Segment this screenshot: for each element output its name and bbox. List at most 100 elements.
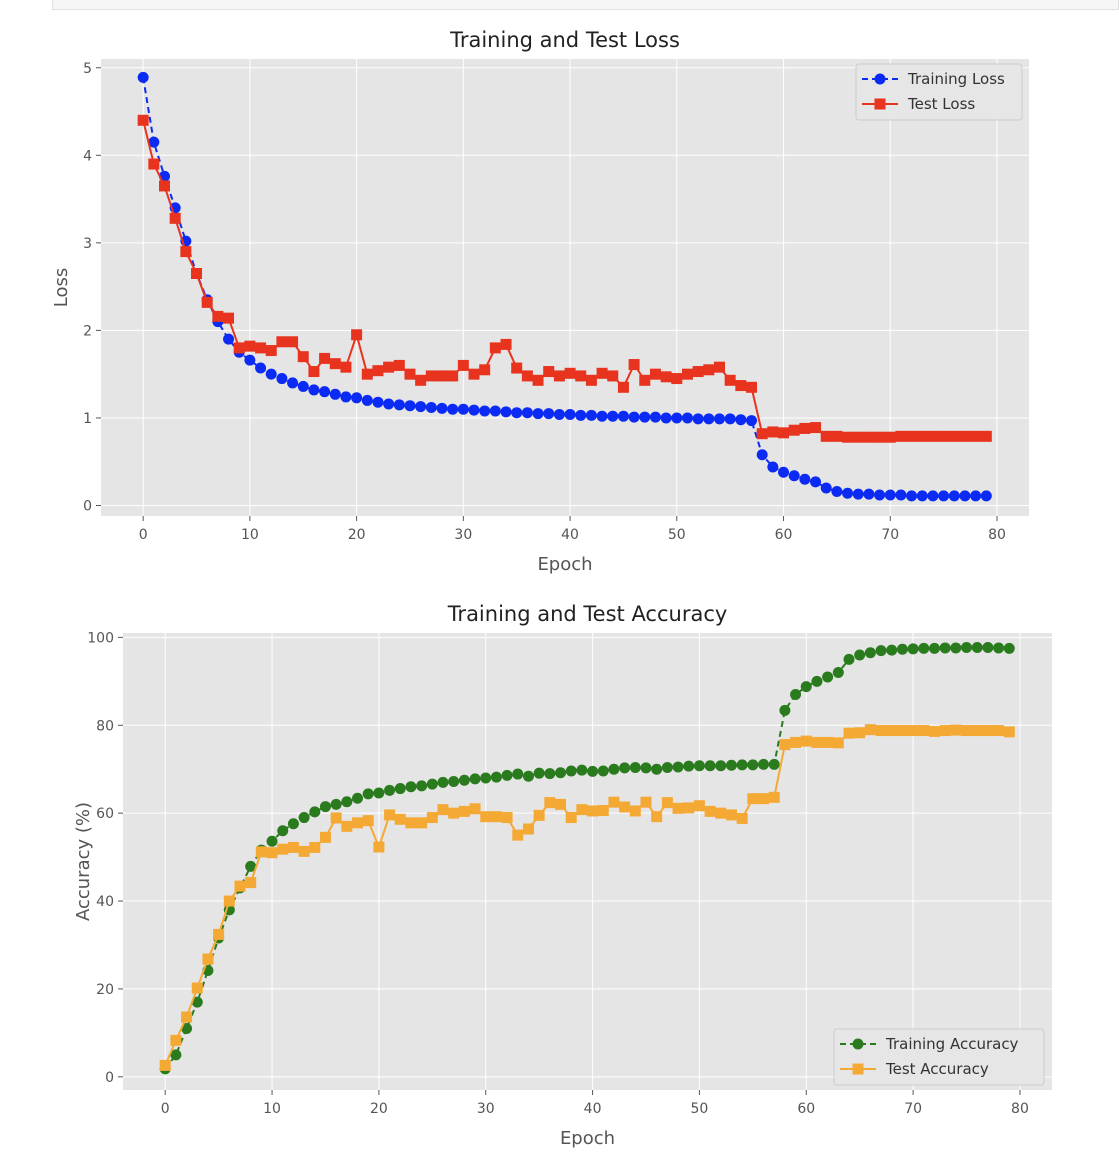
data-point: [319, 386, 331, 398]
data-point: [831, 485, 843, 497]
data-point: [372, 365, 384, 377]
legend: Training Loss Test Loss: [855, 63, 1023, 121]
data-point: [212, 310, 224, 322]
data-point: [266, 847, 278, 859]
data-point: [437, 776, 449, 788]
data-point: [170, 1034, 182, 1046]
data-point: [287, 841, 299, 853]
data-point: [426, 778, 438, 790]
data-point: [201, 296, 213, 308]
data-point: [906, 490, 918, 502]
data-point: [319, 801, 331, 813]
data-point: [993, 725, 1005, 737]
data-point: [628, 411, 640, 423]
data-point: [810, 422, 822, 434]
data-point: [980, 430, 992, 442]
data-point: [436, 370, 448, 382]
data-point: [617, 410, 629, 422]
data-point: [660, 371, 672, 383]
data-point: [736, 812, 748, 824]
data-point: [896, 643, 908, 655]
data-point: [458, 805, 470, 817]
data-point: [383, 361, 395, 373]
data-point: [436, 402, 448, 414]
data-point: [693, 760, 705, 772]
data-point: [971, 725, 983, 737]
data-point: [362, 815, 374, 827]
y-axis-label: Loss: [51, 268, 72, 307]
x-tick-label: 50: [691, 1101, 709, 1117]
data-point: [555, 798, 567, 810]
legend-label: Training Loss: [907, 70, 1005, 88]
data-point: [404, 368, 416, 380]
data-point: [265, 368, 277, 380]
data-point: [875, 645, 887, 657]
data-point: [692, 366, 704, 378]
data-point: [425, 401, 437, 413]
data-point: [457, 403, 469, 415]
data-point: [223, 333, 235, 345]
data-point: [597, 765, 609, 777]
legend-label: Test Loss: [907, 95, 975, 113]
data-point: [425, 370, 437, 382]
data-point: [895, 430, 907, 442]
data-point: [907, 643, 919, 655]
data-point: [831, 430, 843, 442]
data-point: [159, 1059, 171, 1071]
legend-marker: [874, 98, 886, 110]
data-point: [681, 412, 693, 424]
data-point: [181, 1011, 193, 1023]
data-point: [500, 338, 512, 350]
data-point: [532, 374, 544, 386]
data-point: [191, 267, 203, 279]
data-point: [820, 482, 832, 494]
data-point: [661, 761, 673, 773]
y-tick-label: 100: [87, 630, 114, 646]
x-tick-label: 0: [161, 1101, 170, 1117]
data-point: [693, 800, 705, 812]
data-point: [384, 809, 396, 821]
data-point: [661, 797, 673, 809]
data-point: [521, 407, 533, 419]
data-point: [799, 473, 811, 485]
data-point: [778, 427, 790, 439]
data-point: [512, 829, 524, 841]
data-point: [886, 725, 898, 737]
data-point: [724, 413, 736, 425]
data-point: [255, 362, 267, 374]
data-point: [351, 392, 363, 404]
x-tick-label: 70: [881, 527, 899, 543]
data-point: [651, 811, 663, 823]
data-point: [393, 359, 405, 371]
data-point: [297, 351, 309, 363]
series-test-accuracy: [159, 724, 1015, 1071]
data-point: [959, 490, 971, 502]
data-point: [982, 725, 994, 737]
data-point: [1003, 726, 1015, 738]
legend-marker: [852, 1038, 864, 1050]
x-tick-label: 60: [775, 527, 793, 543]
data-point: [852, 488, 864, 500]
data-point: [811, 675, 823, 687]
data-point: [649, 411, 661, 423]
data-point: [447, 403, 459, 415]
data-point: [852, 431, 864, 443]
data-point: [533, 767, 545, 779]
data-point: [585, 374, 597, 386]
data-point: [383, 398, 395, 410]
data-point: [159, 180, 171, 192]
data-point: [747, 759, 759, 771]
data-point: [1003, 642, 1015, 654]
data-point: [533, 809, 545, 821]
data-point: [938, 430, 950, 442]
data-point: [713, 413, 725, 425]
data-point: [543, 366, 555, 378]
legend-label: Training Accuracy: [885, 1035, 1019, 1053]
x-tick-label: 30: [477, 1101, 495, 1117]
data-point: [404, 400, 416, 412]
data-point: [544, 797, 556, 809]
data-point: [490, 811, 502, 823]
data-point: [735, 380, 747, 392]
data-point: [758, 758, 770, 770]
data-point: [298, 812, 310, 824]
